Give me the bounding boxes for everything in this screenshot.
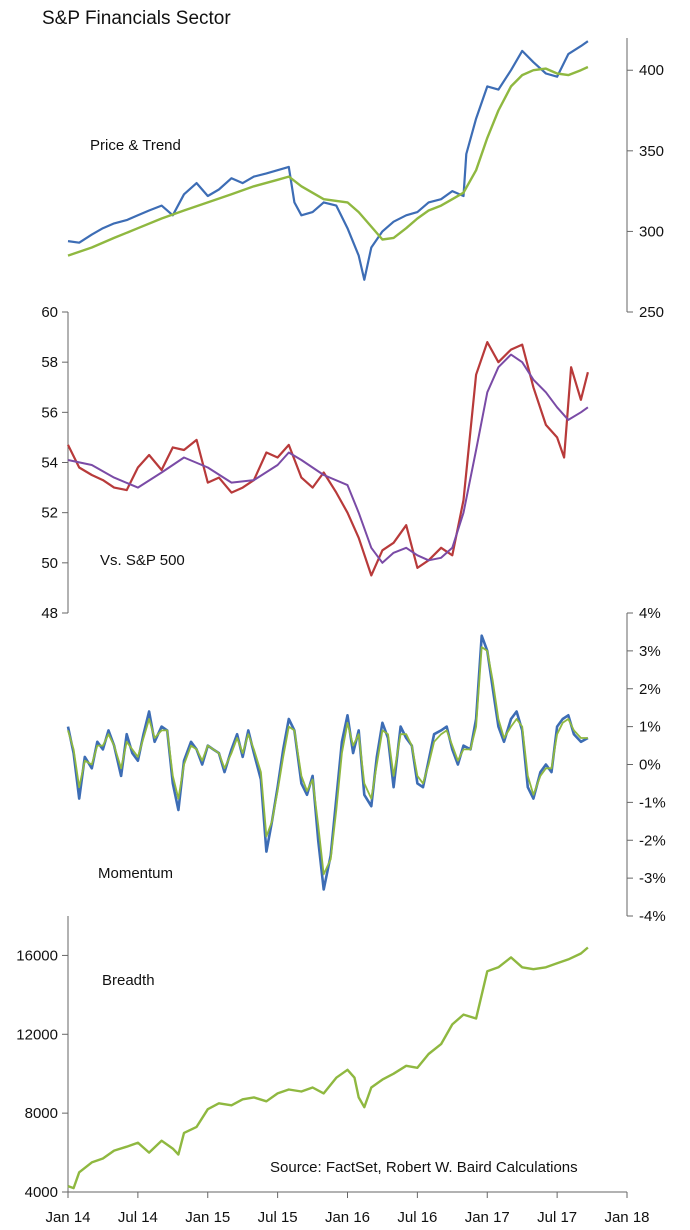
y-tick-label: -3% <box>639 870 666 887</box>
y-tick-label: 250 <box>639 304 664 321</box>
y-tick-label: 16000 <box>16 947 58 964</box>
y-tick-label: 1% <box>639 719 661 736</box>
plots <box>66 40 589 1190</box>
y-tick-label: 3% <box>639 643 661 660</box>
x-tick-label: Jul 16 <box>397 1209 437 1226</box>
y-tick-label: 56 <box>41 404 58 421</box>
y-tick-label: 400 <box>639 62 664 79</box>
panel-label-4: Breadth <box>102 972 155 989</box>
y-tick-label: 52 <box>41 505 58 522</box>
series-line-2-1 <box>67 341 589 577</box>
chart-title: S&P Financials Sector <box>42 8 231 29</box>
y-tick-label: 8000 <box>25 1105 58 1122</box>
labels: 250 300 350 400 Price & Trend 48 50 52 54 56 58 60 V… <box>16 62 665 1226</box>
x-tick-label: Jan 17 <box>465 1209 510 1226</box>
y-tick-label: -2% <box>639 832 666 849</box>
series-line-3-2 <box>67 646 588 876</box>
y-tick-label: 50 <box>41 555 58 572</box>
series-line-4-1 <box>67 946 589 1190</box>
x-tick-label: Jul 15 <box>258 1209 298 1226</box>
y-tick-label: 0% <box>639 757 661 774</box>
series-line-3-1 <box>66 634 589 891</box>
x-tick-label: Jul 17 <box>537 1209 577 1226</box>
axes <box>62 38 633 1198</box>
y-tick-label: 48 <box>41 605 58 622</box>
y-tick-label: 4% <box>639 605 661 622</box>
series-line-1-2 <box>67 65 589 257</box>
x-tick-label: Jan 15 <box>185 1209 230 1226</box>
y-tick-label: 58 <box>41 354 58 371</box>
y-tick-label: 350 <box>639 143 664 160</box>
panel-label-1: Price & Trend <box>90 137 181 154</box>
y-tick-label: 2% <box>639 681 661 698</box>
y-tick-label: 60 <box>41 304 58 321</box>
source-note: Source: FactSet, Robert W. Baird Calcula… <box>270 1159 578 1176</box>
x-tick-label: Jul 14 <box>118 1209 158 1226</box>
x-tick-label: Jan 14 <box>45 1209 90 1226</box>
y-tick-label: 54 <box>41 455 58 472</box>
y-tick-label: -1% <box>639 794 666 811</box>
y-tick-label: 4000 <box>25 1184 58 1201</box>
x-tick-label: Jan 16 <box>325 1209 370 1226</box>
y-tick-label: 12000 <box>16 1026 58 1043</box>
panel-label-2: Vs. S&P 500 <box>100 552 185 569</box>
series-line-2-2 <box>67 353 589 564</box>
y-tick-label: 300 <box>639 223 664 240</box>
x-tick-label: Jan 18 <box>604 1209 649 1226</box>
series-line-1-1 <box>67 40 589 281</box>
panel-label-3: Momentum <box>98 865 173 882</box>
y-tick-label: -4% <box>639 908 666 925</box>
